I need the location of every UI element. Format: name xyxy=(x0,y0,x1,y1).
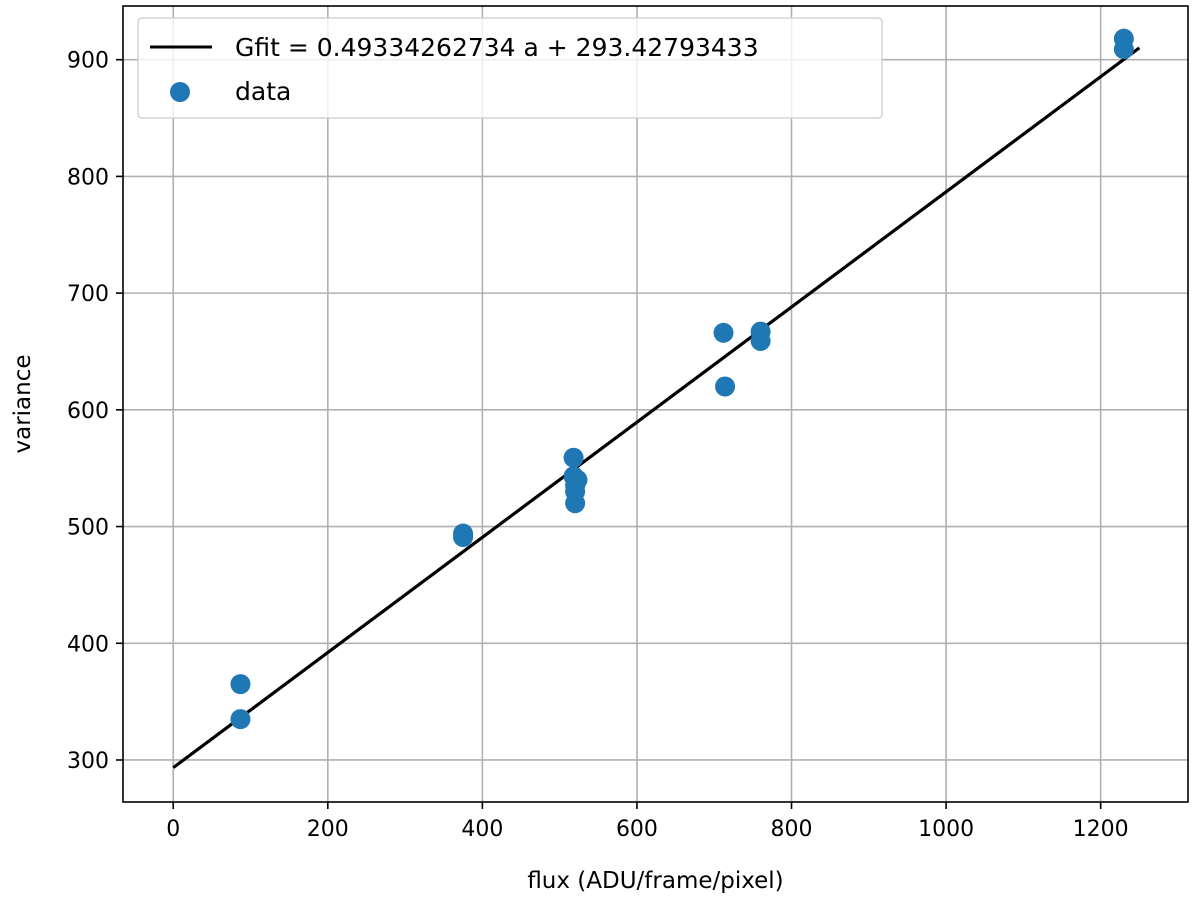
y-tick-label: 600 xyxy=(67,399,109,424)
y-tick-label: 700 xyxy=(67,282,109,307)
data-points xyxy=(230,28,1134,730)
plot-frame xyxy=(122,5,1189,803)
y-axis-label: variance xyxy=(10,354,36,453)
x-tick-label: 800 xyxy=(771,817,813,842)
x-tick-label: 400 xyxy=(461,817,503,842)
y-tick-label: 500 xyxy=(67,516,109,541)
y-tick-label: 400 xyxy=(67,632,109,657)
x-tick-label: 200 xyxy=(307,817,349,842)
data-point xyxy=(750,330,771,351)
legend-data-label: data xyxy=(235,77,291,106)
x-tick-label: 0 xyxy=(166,817,180,842)
fit-line-layer xyxy=(172,46,1141,769)
legend-box xyxy=(137,17,883,119)
data-point xyxy=(453,527,474,548)
grid xyxy=(123,6,1188,802)
data-point xyxy=(1113,39,1134,60)
x-tick-label: 1000 xyxy=(918,817,974,842)
legend-fit-label: Gfit = 0.49334262734 a + 293.42793433 xyxy=(235,33,759,62)
y-tick-label: 300 xyxy=(67,749,109,774)
y-axis-ticks: 300 400 500 600 700 800 900 xyxy=(67,49,123,774)
x-tick-label: 1200 xyxy=(1073,817,1129,842)
data-point xyxy=(230,709,251,730)
x-axis-label: flux (ADU/frame/pixel) xyxy=(527,868,783,894)
data-point xyxy=(713,322,734,343)
y-tick-label: 900 xyxy=(67,49,109,74)
y-tick-label: 800 xyxy=(67,165,109,190)
data-point xyxy=(715,376,736,397)
data-point xyxy=(565,493,586,514)
data-point xyxy=(563,447,584,468)
x-tick-label: 600 xyxy=(616,817,658,842)
fit-line xyxy=(172,46,1141,769)
data-point xyxy=(567,469,588,490)
legend: Gfit = 0.49334262734 a + 293.42793433 da… xyxy=(137,17,883,119)
data-point xyxy=(230,674,251,695)
x-axis-ticks: 0 200 400 600 800 1000 1200 xyxy=(166,802,1129,842)
legend-data-marker xyxy=(170,82,190,102)
